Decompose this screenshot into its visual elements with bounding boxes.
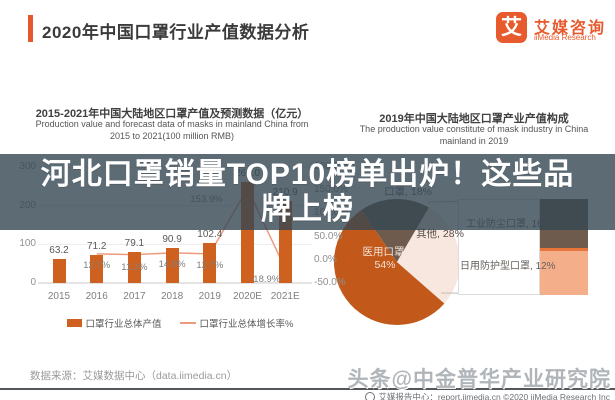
bar-value-label: 79.1 <box>124 238 145 250</box>
growth-rate-label: 11.1% <box>121 261 148 273</box>
bar-value-label: 102.4 <box>197 229 223 241</box>
bar <box>203 243 217 283</box>
x-axis-category: 2018 <box>160 291 184 302</box>
bar-value-label: 63.2 <box>49 244 69 256</box>
pie-chart-title-zh: 2019年中国大陆地区口罩产业产值构成 <box>379 113 569 125</box>
bar-chart-title-zh: 2015-2021年中国大陆地区口罩产值及预测数据（亿元） <box>35 108 309 120</box>
x-axis-category: 2016 <box>85 291 108 302</box>
data-source-note: 数据来源：艾媒数据中心（data.iimedia.cn） <box>30 370 238 382</box>
bar <box>127 252 141 283</box>
growth-rate-label: 14.9% <box>158 258 186 270</box>
x-axis-category: 2019 <box>198 291 221 302</box>
footer-divider <box>0 388 615 390</box>
page-title: 2020年中国口罩行业产值数据分析 <box>42 23 310 42</box>
pie-slice-label: 其他, 28% <box>416 228 464 240</box>
legend-line-swatch-icon <box>179 322 196 324</box>
breakdown-segment-divider <box>540 248 588 251</box>
bar-value-label: 71.2 <box>86 241 107 253</box>
bar-chart-title-en: Production value and forecast data of ma… <box>35 119 309 141</box>
bar-chart-legend: 口罩行业总体产值 口罩行业总体增长率% <box>40 316 320 330</box>
headline-line-2: 牌上榜 <box>261 193 354 226</box>
toutiao-watermark: 头条@中金普华产业研究院 <box>347 368 611 391</box>
x-axis-category: 2015 <box>47 291 71 302</box>
title-accent-bar <box>28 15 33 42</box>
legend-label: 口罩行业总体产值 <box>85 319 162 330</box>
legend-label: 口罩行业总体增长率% <box>199 319 294 330</box>
y-left-tick: 100 <box>19 238 36 250</box>
y-right-tick: -50.0% <box>314 277 346 288</box>
bar <box>165 247 179 283</box>
pie-chart-title-en: The production value constitute of mask … <box>359 124 589 146</box>
x-axis-category: 2017 <box>123 291 146 302</box>
logo-name-en: iiMedia Research <box>534 33 596 42</box>
headline-line-1: 河北口罩销量TOP10榜单出炉！这些品 <box>40 158 575 191</box>
legend-bar-swatch-icon <box>66 319 82 327</box>
y-right-tick: 0.0% <box>314 253 337 265</box>
y-right-tick: 50.0% <box>314 230 343 242</box>
report-center-text: 艾媒报告中心：report.iimedia.cn ©2020 iiMedia R… <box>378 392 610 400</box>
x-axis-category: 2020E <box>233 291 262 302</box>
growth-rate-label: 12.7% <box>83 259 111 271</box>
breakdown-segment-daily <box>540 251 588 295</box>
x-axis-category: 2021E <box>270 291 300 302</box>
bar <box>52 258 66 283</box>
report-center-line: 艾媒报告中心：report.iimedia.cn ©2020 iiMedia R… <box>365 391 610 400</box>
headline-overlay-banner: 河北口罩销量TOP10榜单出炉！这些品 牌上榜 <box>0 154 615 230</box>
logo-name-zh: 艾媒咨询 <box>534 20 607 37</box>
legend-item-growth-rate: 口罩行业总体增长率% <box>179 316 294 330</box>
iimedia-report-icon <box>365 392 376 400</box>
iimedia-logo-icon: 艾 <box>496 12 527 43</box>
y-left-tick: 0 <box>30 277 36 288</box>
bar <box>90 255 104 283</box>
breakdown-label: 日用防护型口罩, 12% <box>460 261 556 272</box>
growth-rate-label: -18.9% <box>250 273 281 285</box>
bar-value-label: 90.9 <box>162 233 182 245</box>
pie-slice-label: 医用口罩, 54% <box>362 246 408 271</box>
legend-item-production-value: 口罩行业总体产值 <box>66 316 162 330</box>
growth-rate-label: 12.7% <box>196 259 224 271</box>
